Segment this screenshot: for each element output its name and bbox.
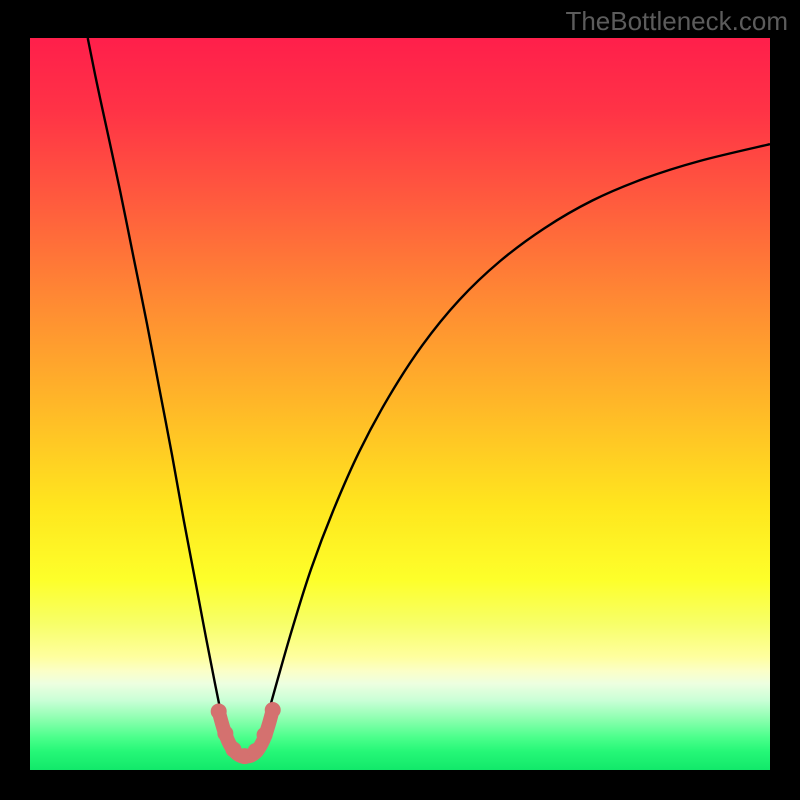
watermark-text: TheBottleneck.com xyxy=(565,6,788,37)
valley-marker-dot xyxy=(211,703,227,719)
valley-marker-dot xyxy=(217,725,233,741)
valley-marker-dot xyxy=(265,702,281,718)
chart-root: TheBottleneck.com xyxy=(0,0,800,800)
curve-left xyxy=(88,38,221,713)
valley-marker-dot xyxy=(248,743,264,759)
curve-right xyxy=(268,144,770,713)
curves-layer xyxy=(30,38,770,770)
chart-frame xyxy=(0,0,800,800)
plot-area xyxy=(30,38,770,770)
valley-marker-dot xyxy=(257,727,273,743)
